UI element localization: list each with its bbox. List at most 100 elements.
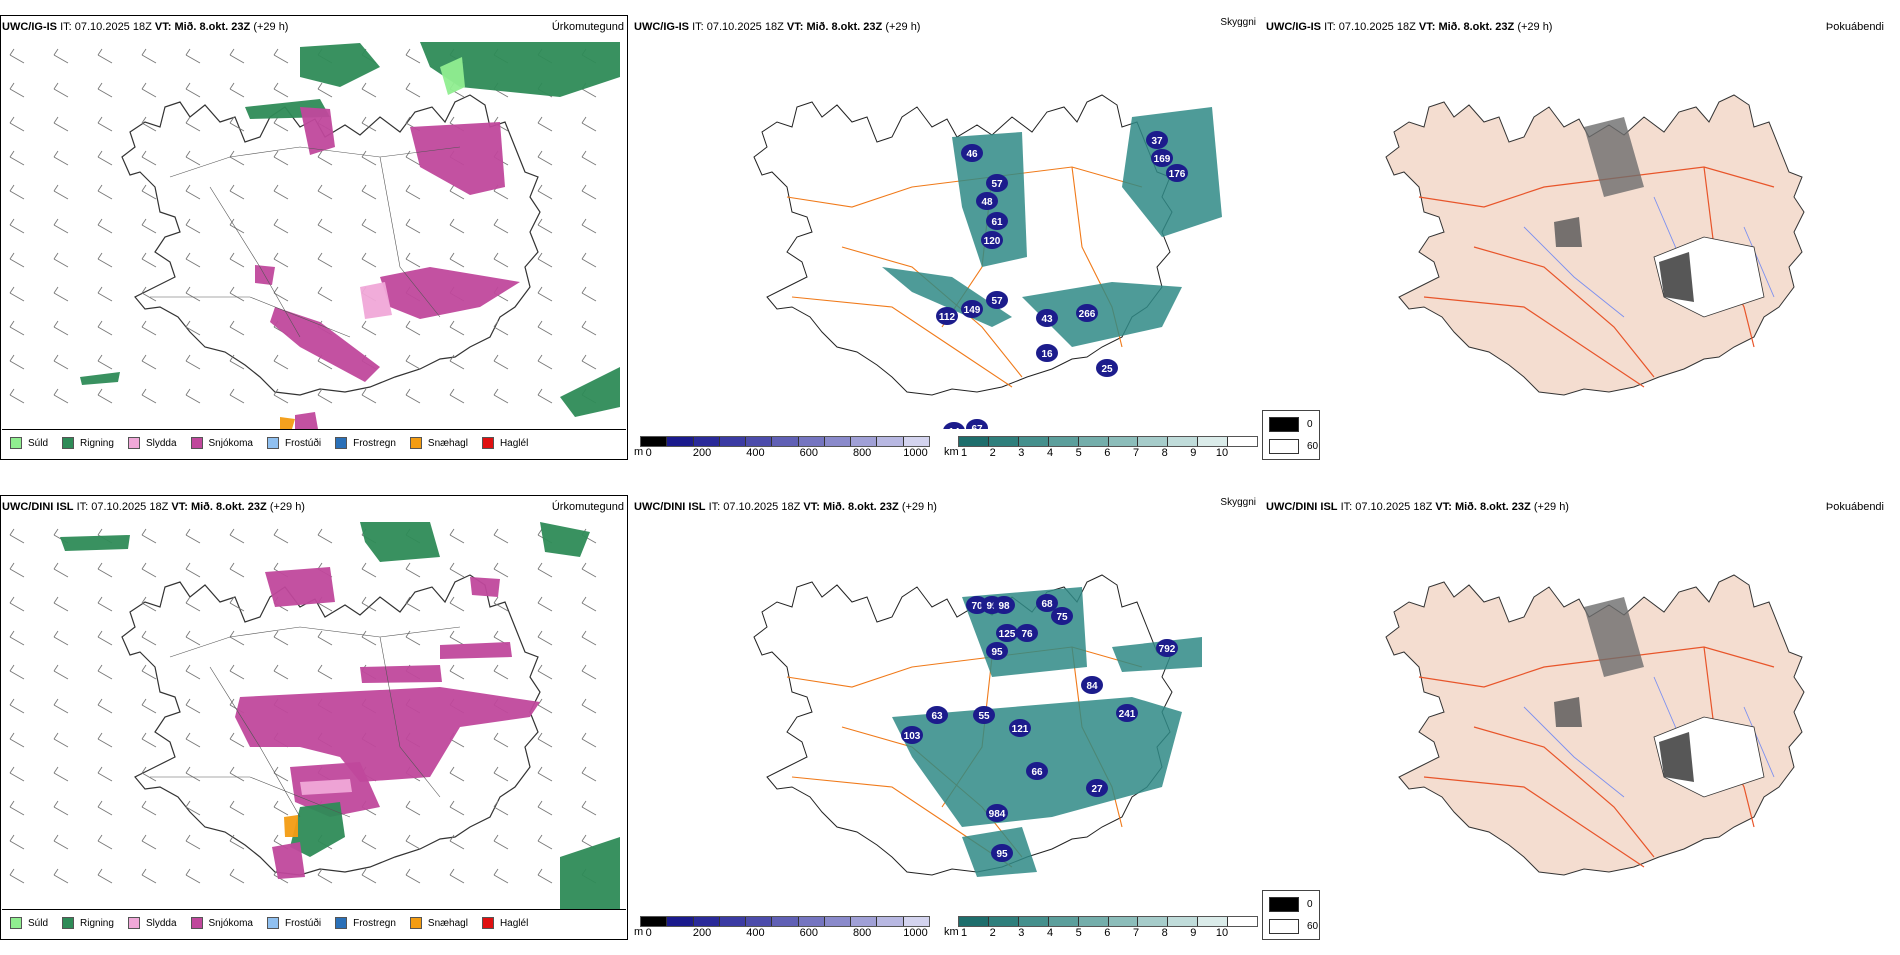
colorbar-swatch [1018,437,1049,446]
precip-area [440,57,465,95]
wind-barb [449,664,465,680]
wind-barb [493,766,509,782]
colorbar-swatch [641,917,668,926]
colorbar-swatch [1138,917,1169,926]
ceiling-area [986,174,1008,192]
roads [1418,646,1775,868]
ceiling-area [1036,344,1058,362]
wind-barb [493,528,509,544]
wind-barb [141,868,157,884]
product-title: Þokuábendi [1825,21,1884,33]
legend-label: Snjókoma [208,437,253,449]
wind-barb [405,388,421,404]
fog-legend-label: 0 [1307,899,1313,910]
wind-barb [361,630,377,646]
wind-barb [537,800,553,816]
wind-barb [9,528,25,544]
ceiling-label: 70 [971,601,983,612]
fog-legend-item: 0 [1269,417,1313,432]
wind-barb [361,218,377,234]
it-label: IT: [1324,21,1336,33]
wind-barb [317,868,333,884]
ceiling-label: 67 [971,424,983,429]
wind-barb [185,800,201,816]
precip-area [60,535,130,551]
wind-barb [141,218,157,234]
ceiling-colorbar: 0 200 400 600 800 1000 m [634,436,930,460]
wind-barb [185,698,201,714]
roads [150,626,461,818]
vt-label: VT: [154,21,172,33]
product-title: Úrkomutegund [551,21,624,33]
ceiling-area [976,192,998,210]
wind-barb [405,630,421,646]
fog-legend: 0 60 [1262,410,1320,460]
wind-barb [185,82,201,98]
wind-barb [449,184,465,200]
wind-barb [405,82,421,98]
colorbar-swatch [1108,917,1139,926]
wind-barb [493,320,509,336]
wind-barb [273,528,289,544]
colorbar-swatch [1048,917,1079,926]
fog-legend-swatch [1269,919,1299,934]
wind-barb [273,630,289,646]
wind-barb [53,800,69,816]
wind-barb [229,868,245,884]
ceiling-label: 121 [1012,724,1029,735]
ceiling-label: 43 [1041,314,1053,325]
colorbar-tick: 800 [852,927,872,939]
wind-barb [229,630,245,646]
wind-barb [141,596,157,612]
wind-barb [317,82,333,98]
colorbar-swatch [667,917,694,926]
colorbar-swatch [641,437,668,446]
lead-time: (+29 h) [1533,501,1569,513]
wind-barb [97,320,113,336]
legend-item: Súld [10,917,48,929]
precip-area [360,665,442,683]
wind-barb [185,388,201,404]
wind-barb [449,320,465,336]
wind-barb [405,218,421,234]
wind-barb [537,562,553,578]
wind-barb [53,218,69,234]
wind-barb [449,354,465,370]
wind-barb [361,868,377,884]
wind-barb [53,664,69,680]
colorbar-tick: 2 [989,927,996,939]
ceiling-label: 169 [1154,154,1171,165]
wind-barb [537,868,553,884]
wind-barb [317,184,333,200]
wind-barb [273,800,289,816]
road-line [150,626,461,818]
wind-barb [9,698,25,714]
wind-barb [493,388,509,404]
colorbar-tick: 9 [1190,447,1197,459]
ceiling-label: 95 [991,647,1003,658]
wind-barb [141,732,157,748]
wind-barb [493,354,509,370]
roads [1418,166,1775,388]
wind-barb [317,664,333,680]
panel-title: UWC/IG-IS IT: 07.10.2025 18Z VT: Mið. 8.… [2,21,288,33]
ceiling-label: 27 [1091,784,1103,795]
wind-barb [97,596,113,612]
ceiling-colorbar-swatches [640,436,930,447]
precip-type-panel-2: UWC/DINI ISL IT: 07.10.2025 18Z VT: Mið.… [0,495,630,955]
ceiling-label: 63 [931,711,943,722]
ceiling-label: 37 [1151,136,1163,147]
wind-barb [53,868,69,884]
wind-barb [9,184,25,200]
wind-barb [141,320,157,336]
it-label: IT: [708,501,721,513]
wind-barb [581,664,597,680]
colorbar-swatch [1168,917,1199,926]
wind-barb [229,596,245,612]
wind-barb [273,664,289,680]
colorbar-swatch [1168,437,1199,446]
colorbar-tick: 400 [746,927,765,939]
ceiling-area [926,706,948,724]
ceiling-label: 61 [991,217,1003,228]
wind-barb [361,116,377,132]
